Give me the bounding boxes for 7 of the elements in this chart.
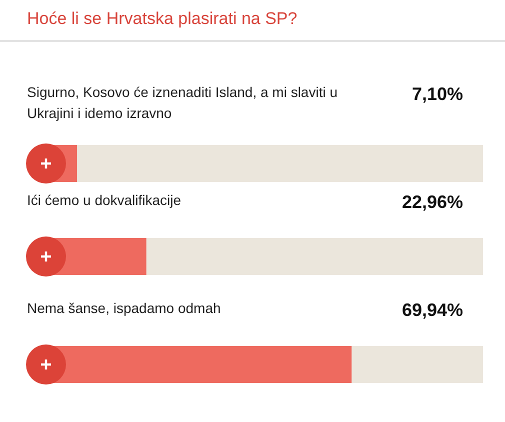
y-tick-label: Ići ćemo u dokvalifikacije — [27, 192, 182, 208]
data-label: 22,96% — [402, 192, 463, 212]
chart-title: Hoće li se Hrvatska plasirati na SP? — [27, 9, 298, 28]
data-label: 7,10% — [412, 84, 463, 104]
y-tick-label: Nema šanse, ispadamo odmah — [27, 300, 221, 316]
data-label: 69,94% — [402, 300, 463, 320]
y-tick-label: Sigurno, Kosovo će iznenaditi Island, a mi slaviti u Ukrajini i idemo izravno — [27, 84, 338, 121]
